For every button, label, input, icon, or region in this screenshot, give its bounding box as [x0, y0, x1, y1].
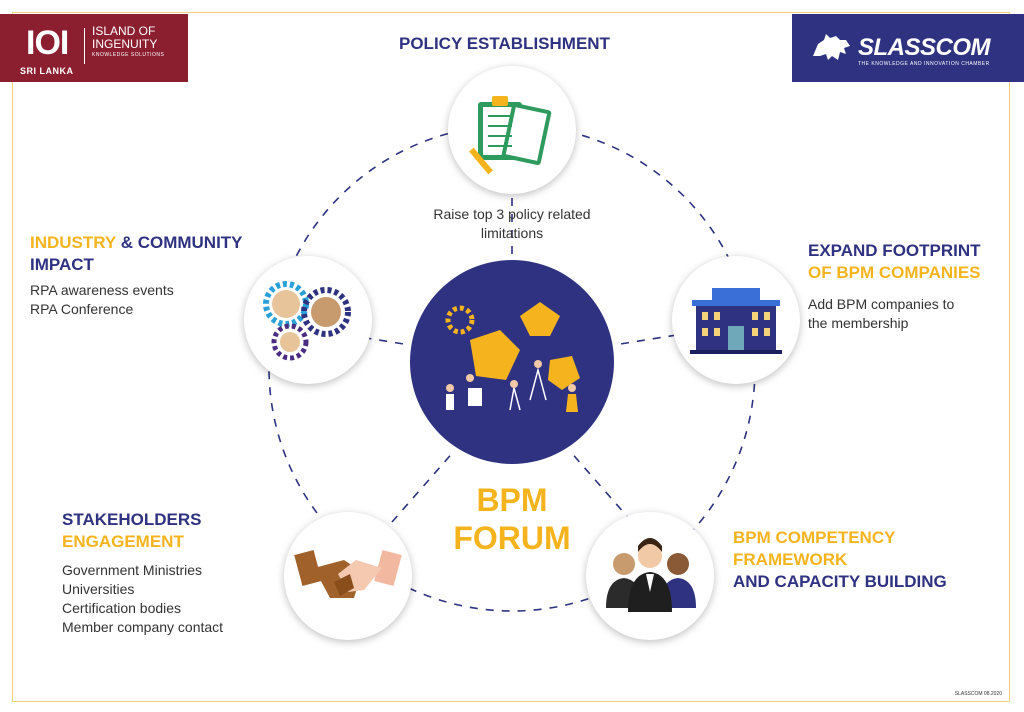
handshake-icon: [294, 549, 402, 598]
ioi-line3: KNOWLEDGE SOLUTIONS: [92, 52, 165, 58]
ioi-mark: IOI: [26, 24, 69, 62]
page-frame: [12, 12, 1010, 702]
expand-title: EXPAND FOOTPRINT OF BPM COMPANIES: [808, 240, 981, 284]
industry-title: INDUSTRY & COMMUNITY IMPACT: [30, 232, 243, 276]
stakeholders-item: Universities: [62, 581, 135, 597]
industry-item: RPA Conference: [30, 301, 134, 317]
policy-description-line2: limitations: [480, 225, 544, 241]
center-line2: FORUM: [453, 520, 571, 556]
expand-node: [672, 256, 800, 384]
slasscom-name: SLASSCOM: [858, 34, 991, 61]
industry-title-part2: & COMMUNITY: [115, 233, 243, 252]
stakeholders-title: STAKEHOLDERS ENGAGEMENT: [62, 509, 201, 553]
ioi-divider: [84, 28, 85, 64]
stakeholders-item: Certification bodies: [62, 600, 182, 616]
teamwork-illustration-icon: [445, 302, 580, 412]
ioi-country: SRI LANKA: [20, 66, 74, 76]
ioi-logo: IOI ISLAND OF INGENUITY KNOWLEDGE SOLUTI…: [0, 14, 188, 82]
business-team-icon: [606, 538, 696, 612]
competency-title: BPM COMPETENCY FRAMEWORK AND CAPACITY BU…: [733, 527, 947, 593]
policy-description-line1: Raise top 3 policy related: [433, 206, 591, 222]
stakeholders-title-line1: STAKEHOLDERS: [62, 510, 202, 529]
industry-title-part1: INDUSTRY: [30, 233, 116, 252]
competency-title-line3: AND CAPACITY BUILDING: [733, 572, 947, 591]
industry-node: [244, 256, 372, 384]
expand-description: Add BPM companies to the membership: [808, 295, 954, 333]
industry-items: RPA awareness events RPA Conference: [30, 281, 174, 319]
expand-title-line2: OF BPM COMPANIES: [808, 263, 981, 282]
gears-people-icon: [263, 281, 351, 361]
slasscom-tagline: THE KNOWLEDGE AND INNOVATION CHAMBER: [858, 61, 990, 67]
stakeholders-item: Member company contact: [62, 619, 224, 635]
center-title: BPM FORUM: [448, 481, 576, 557]
expand-description-line1: Add BPM companies to: [808, 296, 955, 312]
stakeholders-node: [284, 512, 412, 640]
industry-title-line2: IMPACT: [30, 255, 94, 274]
competency-title-line2: FRAMEWORK: [733, 550, 848, 569]
clipboard-checklist-icon: [469, 96, 552, 175]
ioi-line2: INGENUITY: [92, 37, 158, 51]
policy-description: Raise top 3 policy related limitations: [410, 205, 614, 243]
ioi-line1: ISLAND OF: [92, 24, 156, 38]
bpm-forum-center: [410, 260, 614, 464]
footer-credit: SLASSCOM 08.2020: [954, 691, 1002, 697]
policy-title: POLICY ESTABLISHMENT: [399, 34, 610, 53]
stakeholders-title-line2: ENGAGEMENT: [62, 532, 184, 551]
building-icon: [690, 288, 782, 354]
slasscom-logo: SLASSCOM THE KNOWLEDGE AND INNOVATION CH…: [792, 14, 1024, 82]
center-line1: BPM: [476, 482, 548, 518]
expand-description-line2: the membership: [808, 315, 909, 331]
policy-node: [448, 66, 576, 194]
lion-icon: [813, 34, 850, 60]
industry-item: RPA awareness events: [30, 282, 174, 298]
competency-node: [586, 512, 714, 640]
stakeholders-items: Government Ministries Universities Certi…: [62, 561, 223, 637]
competency-title-line1: BPM COMPETENCY: [733, 528, 896, 547]
expand-title-line1: EXPAND FOOTPRINT: [808, 241, 981, 260]
stakeholders-item: Government Ministries: [62, 562, 203, 578]
